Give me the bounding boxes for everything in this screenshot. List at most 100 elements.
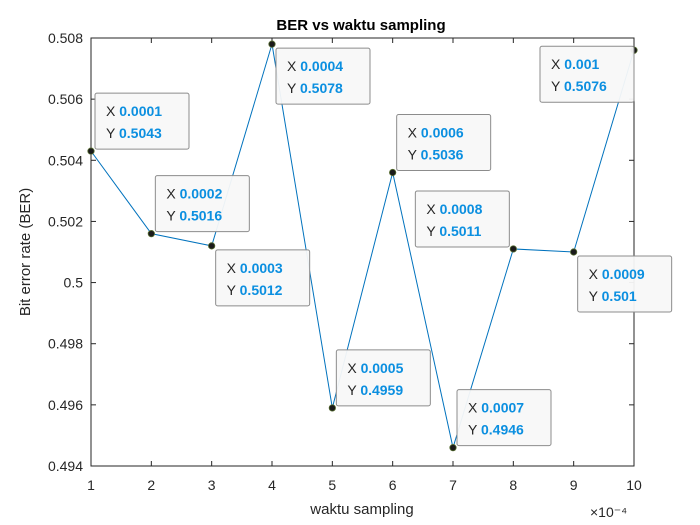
datatip-x-row: X 0.0008: [426, 201, 482, 217]
datatip-box: [94, 92, 190, 150]
datatip-box: [396, 114, 492, 172]
datatip-y-row: Y 0.501: [589, 288, 637, 304]
series-line: [90, 43, 635, 450]
y-tick-label: 0.494: [48, 458, 83, 474]
datatip-x-key: X: [227, 260, 240, 276]
x-axis: 1 2 3 4 5 6 7 8 9 10: [87, 38, 642, 493]
y-axis-label: Bit error rate (BER): [17, 188, 34, 316]
x-tick-label: 6: [389, 477, 397, 493]
datatip-x-value: 0.0003: [240, 260, 283, 276]
datatip-x-key: X: [106, 103, 119, 119]
datatip-y-value: 0.501: [602, 288, 637, 304]
x-axis-label: waktu sampling: [309, 501, 413, 518]
datatip-y-value: 0.5011: [439, 223, 481, 239]
datatip-box: [275, 47, 371, 105]
datatip-y-key: Y: [347, 382, 360, 398]
datatip-y-row: Y 0.5011: [426, 223, 481, 239]
datatip-y-value: 0.5012: [240, 282, 283, 298]
datatip-y-value: 0.4946: [481, 422, 524, 438]
datatip[interactable]: X 0.0008 Y 0.5011: [414, 190, 510, 248]
datatip-y-row: Y 0.5036: [408, 147, 464, 163]
datatip-x-row: X 0.0003: [227, 260, 283, 276]
datatip-x-row: X 0.0006: [408, 125, 464, 141]
datatip[interactable]: X 0.0007 Y 0.4946: [456, 389, 552, 447]
y-tick-label: 0.496: [48, 397, 83, 413]
datatip[interactable]: X 0.001 Y 0.5076: [539, 45, 635, 103]
datatip-x-row: X 0.0001: [106, 103, 162, 119]
datatip-y-key: Y: [106, 125, 119, 141]
y-tick-label: 0.502: [48, 213, 83, 229]
data-point[interactable]: [208, 242, 216, 250]
datatip-y-value: 0.5076: [564, 78, 607, 94]
datatip[interactable]: X 0.0004 Y 0.5078: [275, 47, 371, 105]
datatip-box: [215, 249, 311, 307]
datatip-y-row: Y 0.4959: [347, 382, 403, 398]
datatip-x-row: X 0.0002: [166, 186, 222, 202]
datatip-y-value: 0.5043: [119, 125, 162, 141]
x-tick-label: 8: [509, 477, 517, 493]
data-point[interactable]: [87, 147, 95, 155]
datatip-y-key: Y: [551, 78, 564, 94]
data-point[interactable]: [509, 245, 517, 253]
data-point[interactable]: [570, 248, 578, 256]
datatip-box: [456, 389, 552, 447]
datatip-x-value: 0.0007: [481, 400, 524, 416]
data-point[interactable]: [328, 404, 336, 412]
x-tick-label: 3: [208, 477, 216, 493]
y-tick-label: 0.508: [48, 30, 83, 46]
datatip-x-key: X: [166, 186, 179, 202]
datatip-x-value: 0.0004: [300, 58, 343, 74]
datatip-y-key: Y: [468, 422, 481, 438]
data-point[interactable]: [268, 40, 276, 48]
x-tick-label: 1: [87, 477, 95, 493]
datatip-y-row: Y 0.5012: [227, 282, 283, 298]
y-tick-label: 0.5: [64, 275, 84, 291]
datatip-x-value: 0.0006: [421, 125, 464, 141]
datatip-box: [335, 349, 431, 407]
datatip-x-row: X 0.0007: [468, 400, 524, 416]
data-point[interactable]: [449, 444, 457, 452]
datatip-x-value: 0.0005: [361, 360, 404, 376]
datatip-x-row: X 0.001: [551, 56, 599, 72]
datatip-x-value: 0.0002: [180, 186, 223, 202]
datatip-y-row: Y 0.5076: [551, 78, 607, 94]
datatip-y-key: Y: [166, 208, 179, 224]
datatip-box: [539, 45, 635, 103]
datatip-box: [577, 255, 673, 313]
datatip-x-key: X: [589, 266, 602, 282]
x-axis-exponent: ×10⁻⁴: [590, 504, 627, 520]
x-tick-label: 4: [268, 477, 276, 493]
datatip-y-value: 0.5036: [421, 147, 464, 163]
y-tick-label: 0.498: [48, 336, 83, 352]
plot-frame: [90, 37, 635, 467]
y-axis: 0.494 0.496 0.498 0.5 0.502 0.504 0.506 0.508: [48, 30, 634, 474]
x-tick-label: 2: [147, 477, 155, 493]
datatip-y-key: Y: [589, 288, 602, 304]
data-point[interactable]: [147, 230, 155, 238]
x-tick-label: 9: [570, 477, 578, 493]
datatip-y-row: Y 0.5043: [106, 125, 162, 141]
datatip-x-key: X: [408, 125, 421, 141]
data-point[interactable]: [389, 168, 397, 177]
datatip-y-value: 0.5016: [179, 208, 222, 224]
datatip-x-row: X 0.0004: [287, 58, 343, 74]
datatip-x-value: 0.0009: [602, 266, 645, 282]
datatip[interactable]: X 0.0006 Y 0.5036: [396, 114, 492, 172]
datatip-y-key: Y: [227, 282, 240, 298]
datatip-box: [414, 190, 510, 248]
datatip[interactable]: X 0.0001 Y 0.5043: [94, 92, 190, 150]
datatip-x-key: X: [551, 56, 564, 72]
x-tick-label: 7: [449, 477, 457, 493]
y-tick-label: 0.506: [48, 91, 83, 107]
datatip-y-key: Y: [426, 223, 439, 239]
datatip-y-row: Y 0.5016: [166, 208, 222, 224]
datatip-y-value: 0.4959: [360, 382, 403, 398]
x-tick-label: 5: [328, 477, 336, 493]
datatip-y-row: Y 0.5078: [287, 80, 343, 96]
